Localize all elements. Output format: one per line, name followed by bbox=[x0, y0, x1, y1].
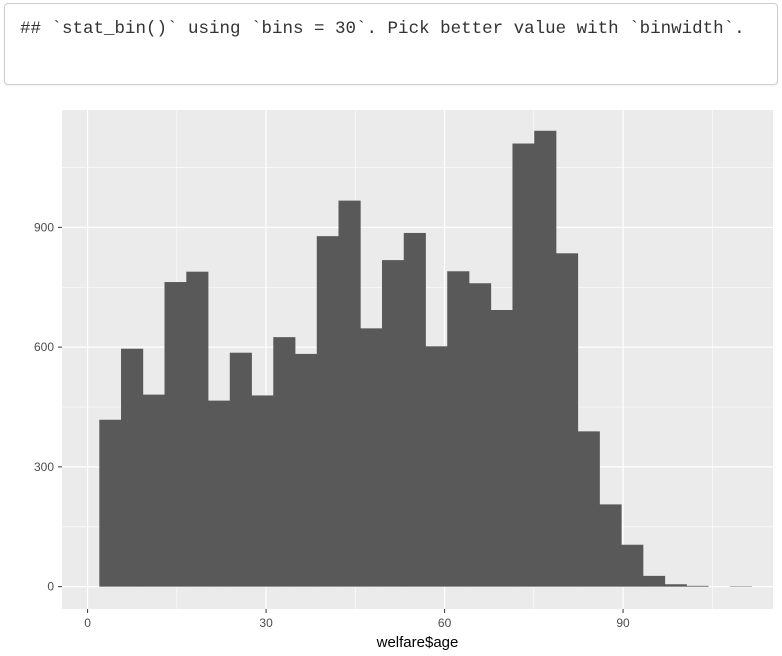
x-axis: 0 30 60 90 bbox=[84, 609, 630, 630]
histogram-chart: 0 30 60 90 0 300 600 900 welfare$age bbox=[34, 110, 773, 651]
histogram-bar bbox=[229, 352, 252, 587]
histogram-bar bbox=[512, 143, 535, 587]
y-tick-label: 900 bbox=[34, 220, 54, 234]
histogram-bar bbox=[425, 346, 448, 587]
x-axis-title: welfare$age bbox=[376, 634, 459, 651]
histogram-bar bbox=[555, 253, 579, 587]
y-tick-label: 0 bbox=[47, 580, 54, 594]
x-tick-label: 90 bbox=[616, 616, 630, 630]
x-tick-label: 60 bbox=[438, 616, 452, 630]
y-tick-label: 300 bbox=[34, 460, 54, 474]
histogram-bar bbox=[534, 130, 557, 587]
x-tick-label: 0 bbox=[84, 616, 91, 630]
histogram-bar bbox=[468, 283, 492, 587]
histogram-bar bbox=[686, 585, 709, 587]
histogram-bar bbox=[599, 504, 622, 587]
histogram-bar bbox=[316, 236, 339, 587]
histogram-bar bbox=[381, 260, 405, 587]
histogram-bar bbox=[447, 271, 470, 587]
histogram-bar bbox=[99, 419, 122, 587]
histogram-bar bbox=[208, 400, 231, 587]
histogram-bar bbox=[273, 337, 296, 587]
histogram-bar bbox=[186, 271, 209, 587]
histogram-bar bbox=[577, 431, 600, 587]
histogram-bar bbox=[360, 328, 383, 587]
histogram-bar bbox=[490, 309, 513, 587]
histogram-bar bbox=[164, 282, 187, 587]
histogram-bar bbox=[251, 395, 274, 587]
y-axis: 0 300 600 900 bbox=[34, 220, 62, 594]
x-tick-label: 30 bbox=[259, 616, 273, 630]
histogram-bar bbox=[621, 544, 644, 587]
console-output: ## `stat_bin()` using `bins = 30`. Pick … bbox=[4, 3, 778, 85]
histogram-bar bbox=[642, 575, 666, 587]
console-output-text: ## `stat_bin()` using `bins = 30`. Pick … bbox=[20, 19, 745, 39]
histogram-bar bbox=[294, 353, 318, 587]
histogram-bars bbox=[99, 130, 753, 587]
histogram-bar bbox=[664, 584, 687, 587]
histogram-bar bbox=[403, 232, 426, 587]
y-tick-label: 600 bbox=[34, 340, 54, 354]
histogram-bar bbox=[338, 200, 361, 587]
histogram-bar bbox=[142, 394, 165, 587]
histogram-bar bbox=[121, 348, 144, 587]
